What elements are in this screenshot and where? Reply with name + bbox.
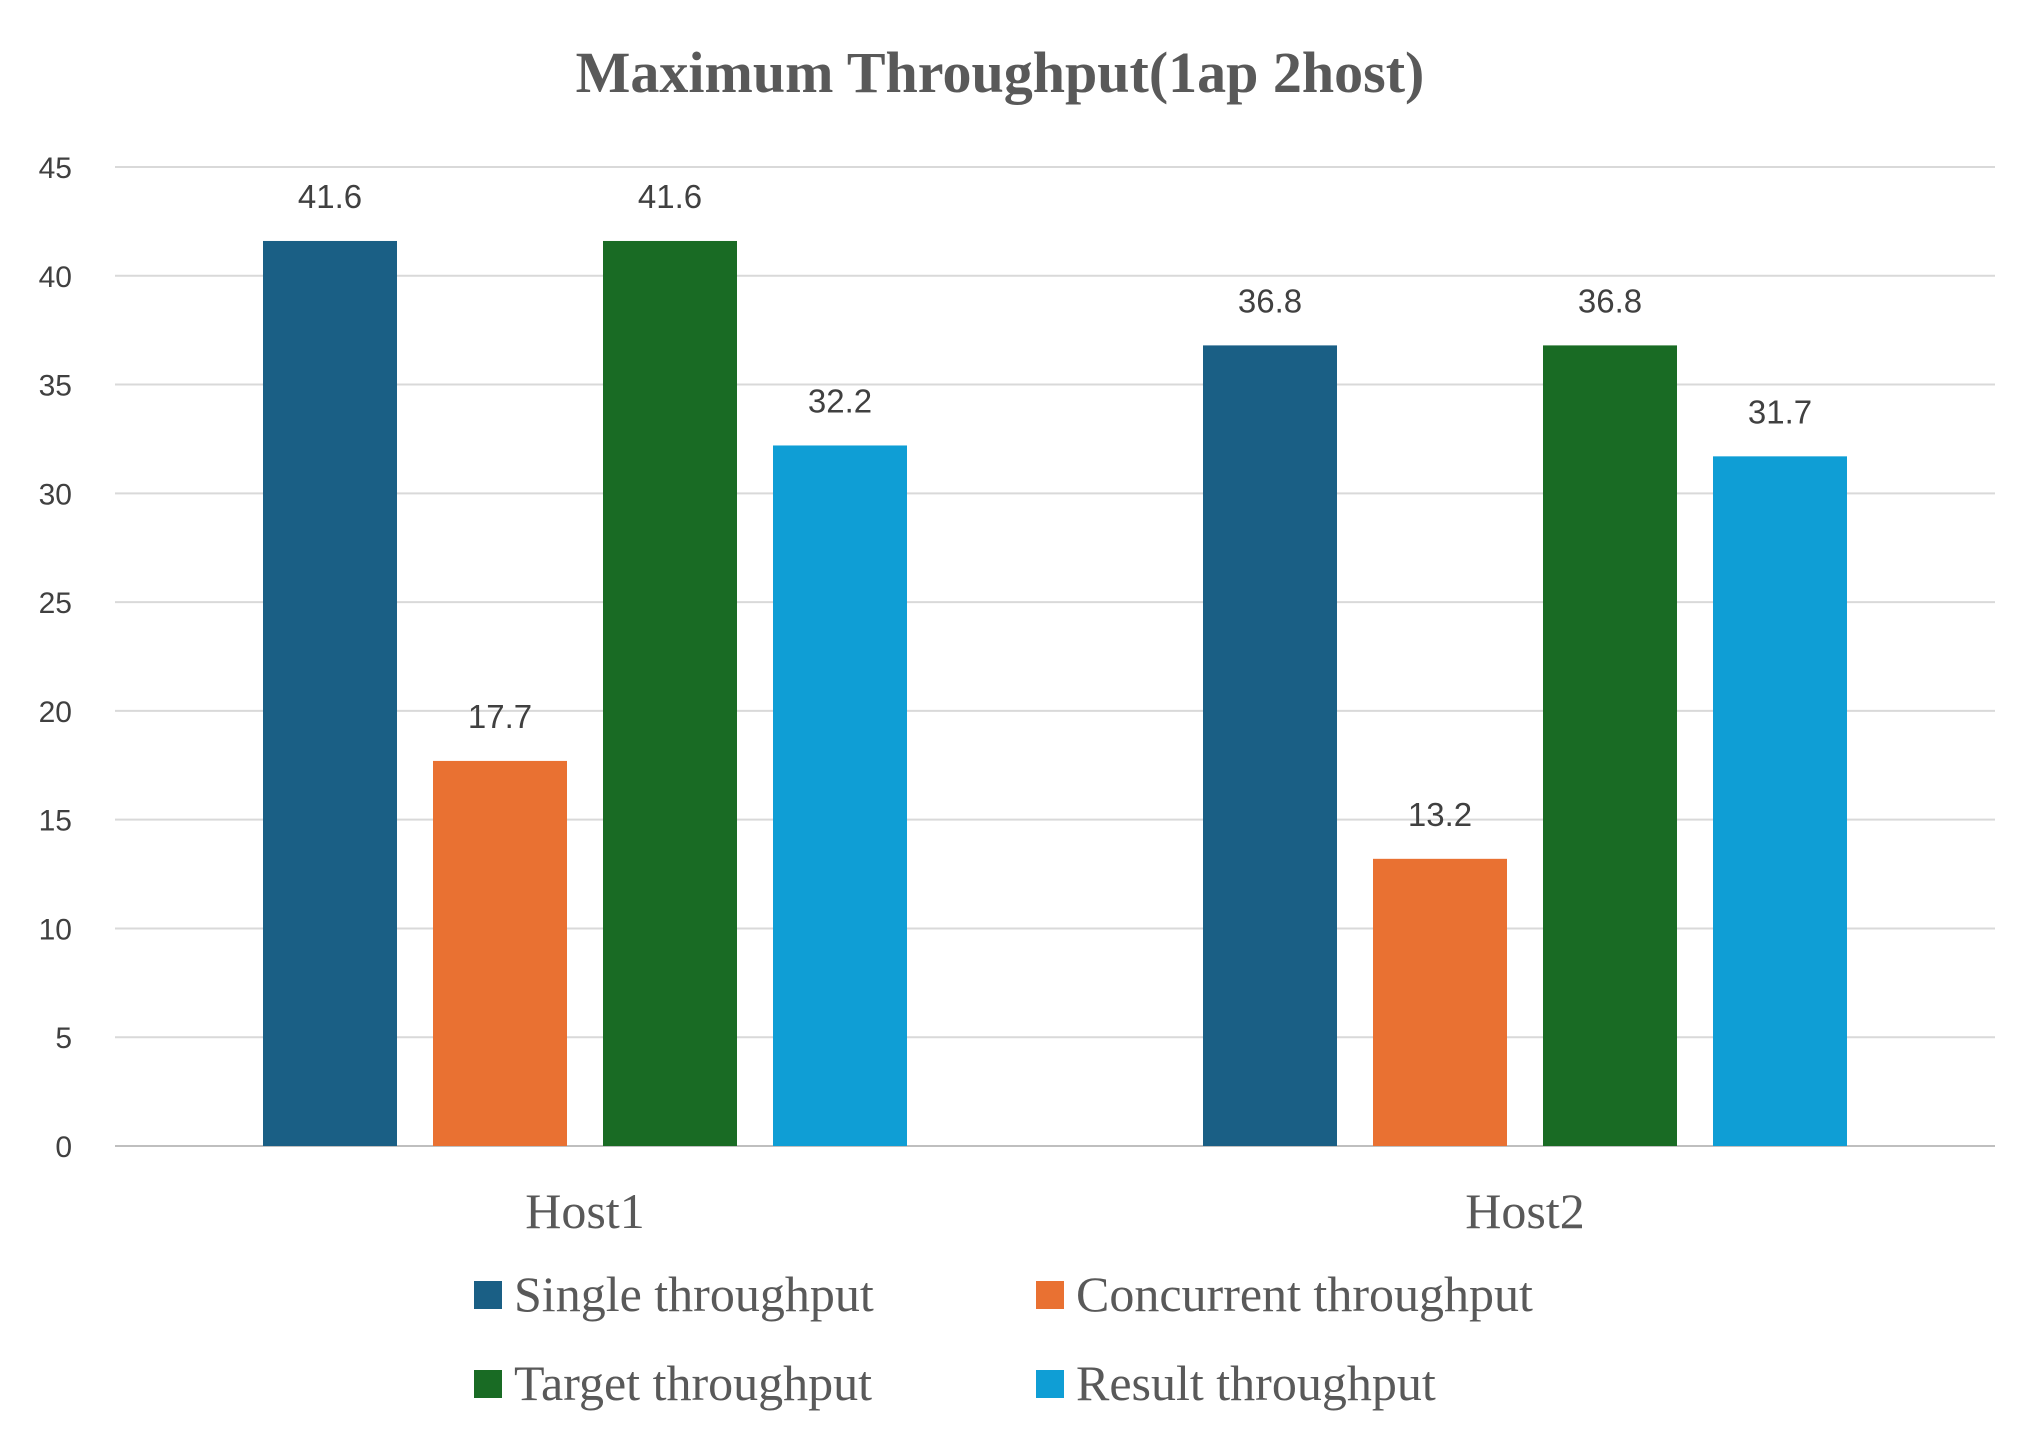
legend-item: Target throughput xyxy=(474,1355,872,1411)
legend-label: Single throughput xyxy=(514,1266,874,1322)
data-label: 36.8 xyxy=(1238,282,1302,319)
y-tick-label: 15 xyxy=(39,805,72,838)
data-label: 13.2 xyxy=(1408,796,1472,833)
data-label: 32.2 xyxy=(808,382,872,419)
y-tick-label: 20 xyxy=(39,696,72,729)
y-tick-label: 40 xyxy=(39,261,72,294)
y-tick-label: 0 xyxy=(55,1131,72,1164)
y-tick-label: 45 xyxy=(39,152,72,185)
legend-swatch xyxy=(1036,1370,1064,1398)
bar-host2-concurrent-throughput xyxy=(1373,858,1507,1146)
x-tick-label: Host1 xyxy=(525,1183,644,1239)
x-tick-label: Host2 xyxy=(1465,1183,1584,1239)
legend-item: Result throughput xyxy=(1036,1355,1436,1411)
legend-swatch xyxy=(474,1281,502,1309)
bar-host1-result-throughput xyxy=(773,445,907,1147)
bar-host1-concurrent-throughput xyxy=(433,760,567,1146)
y-tick-label: 5 xyxy=(55,1022,72,1055)
data-labels: 41.6 17.7 41.6 32.2 36.8 13.2 36.8 31.7 xyxy=(298,178,1812,833)
bar-host2-target-throughput xyxy=(1543,345,1677,1146)
bar-host1-single-throughput xyxy=(263,240,397,1147)
legend-label: Result throughput xyxy=(1076,1355,1436,1411)
data-label: 17.7 xyxy=(468,698,532,735)
bars xyxy=(263,240,1847,1147)
data-label: 41.6 xyxy=(298,178,362,215)
chart-title: Maximum Throughput(1ap 2host) xyxy=(576,40,1425,105)
y-axis-ticks: 0 5 10 15 20 25 30 35 40 45 xyxy=(39,152,72,1164)
legend-item: Concurrent throughput xyxy=(1036,1266,1533,1322)
gridlines xyxy=(115,166,1995,1147)
data-label: 31.7 xyxy=(1748,393,1812,430)
bar-host1-target-throughput xyxy=(603,240,737,1147)
legend-swatch xyxy=(1036,1281,1064,1309)
y-tick-label: 10 xyxy=(39,913,72,946)
y-tick-label: 25 xyxy=(39,587,72,620)
bar-host2-single-throughput xyxy=(1203,345,1337,1146)
legend-swatch xyxy=(474,1370,502,1398)
x-axis-ticks: Host1 Host2 xyxy=(525,1183,1584,1239)
y-tick-label: 35 xyxy=(39,370,72,403)
data-label: 36.8 xyxy=(1578,282,1642,319)
legend: Single throughput Concurrent throughput Ta… xyxy=(474,1266,1533,1411)
legend-label: Target throughput xyxy=(514,1355,872,1411)
legend-label: Concurrent throughput xyxy=(1076,1266,1533,1322)
bar-host2-result-throughput xyxy=(1713,456,1847,1146)
data-label: 41.6 xyxy=(638,178,702,215)
legend-item: Single throughput xyxy=(474,1266,874,1322)
y-tick-label: 30 xyxy=(39,478,72,511)
